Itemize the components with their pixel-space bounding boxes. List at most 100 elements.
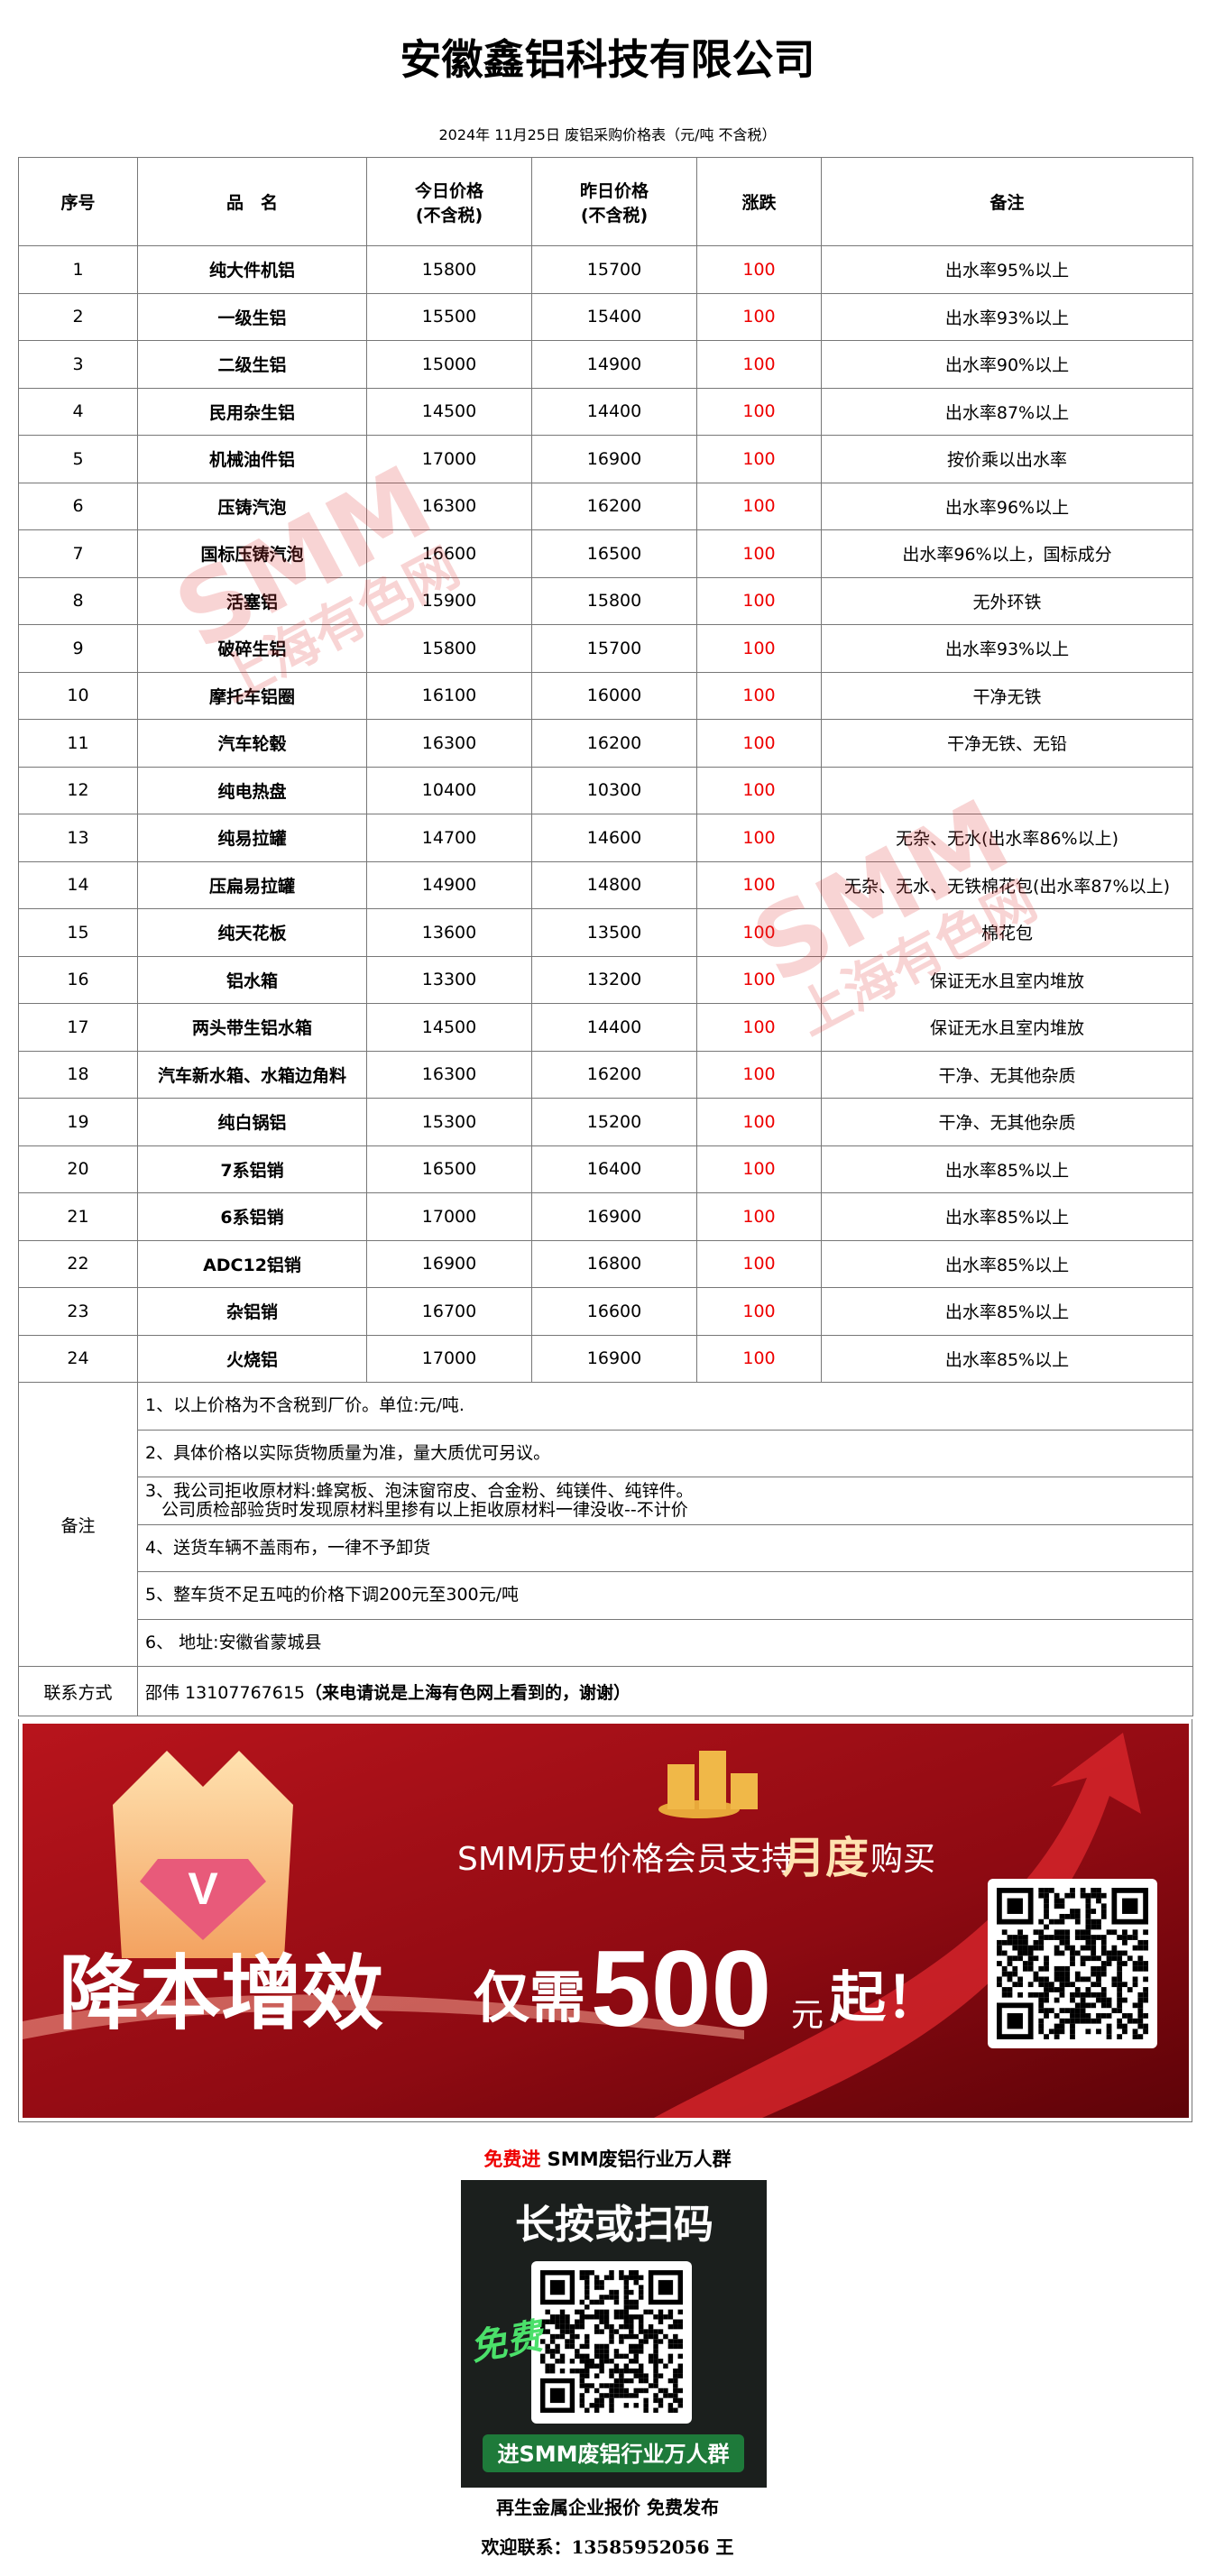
qr-module [633, 2359, 639, 2364]
qr-module [1100, 1909, 1107, 1914]
qr-module [638, 2275, 644, 2280]
qr-module [1054, 1971, 1060, 1977]
qr-module [1044, 1965, 1049, 1972]
qr-module [584, 2289, 590, 2295]
qr-module [599, 2403, 604, 2408]
qr-module [653, 2314, 658, 2320]
qr-module [1106, 2023, 1112, 2029]
qr-module [677, 2397, 683, 2404]
qr-module [1143, 1976, 1148, 1983]
group-title: 免费进 SMM废铝行业万人群 [0, 2145, 1215, 2172]
note-row: 5、整车货不足五吨的价格下调200元至300元/吨 [19, 1571, 1193, 1620]
qr-module [677, 2363, 683, 2369]
cell: 14900 [366, 860, 532, 909]
qr-module [1091, 1992, 1097, 1998]
header-text: 品 名 [226, 193, 278, 213]
cell: 9 [18, 624, 138, 673]
cell-value: 6 [72, 496, 84, 517]
qr-module [579, 2368, 585, 2374]
qr-module [677, 2319, 683, 2324]
qr-module [549, 2319, 556, 2324]
qr-module [559, 2333, 566, 2340]
cell: 火烧铝 [137, 1334, 367, 1383]
cell: 7 [18, 529, 138, 578]
qr-module [1100, 1913, 1107, 1919]
qr-module [623, 2363, 630, 2369]
qr-finder [549, 2279, 566, 2295]
qr-module [1137, 2018, 1144, 2024]
cell: 100 [696, 1003, 822, 1052]
cell: 4 [18, 387, 138, 436]
qr-module [1137, 1965, 1144, 1972]
product-name: 7系铝销 [220, 1160, 284, 1181]
cell-value: 100 [742, 1254, 776, 1274]
cell: 20 [18, 1145, 138, 1193]
cell-value: 17000 [421, 448, 477, 469]
qr-module [1048, 2008, 1054, 2014]
qr-module [545, 2329, 550, 2334]
product-name: 汽车新水箱、水箱边角料 [157, 1065, 346, 1086]
cell: 6 [18, 482, 138, 530]
cell-value: 13300 [421, 970, 477, 990]
cell-value: 100 [742, 1159, 776, 1180]
qr-module [1038, 1892, 1045, 1899]
qr-module [1085, 1935, 1091, 1940]
qr-module [603, 2295, 610, 2300]
qr-module [643, 2339, 649, 2344]
qr-module [997, 1950, 1002, 1956]
header-text: 备注 [989, 193, 1025, 213]
qr-module [613, 2309, 620, 2315]
cell: 100 [696, 1050, 822, 1099]
cell: 16200 [531, 719, 697, 768]
cell-value: 100 [742, 401, 776, 422]
qr-module [619, 2275, 624, 2280]
qr-module [673, 2339, 678, 2344]
cell-value: 15 [67, 922, 89, 943]
qr-module [663, 2363, 668, 2369]
qr-module [1027, 1992, 1034, 1998]
qr-module [619, 2373, 624, 2378]
remark: 出水率96%以上 [944, 497, 1070, 518]
qr-module [653, 2368, 658, 2374]
cell-value: 13600 [421, 922, 477, 943]
product-name: 纯大件机铝 [208, 261, 295, 281]
qr-module [545, 2368, 550, 2374]
cell: 17000 [366, 435, 532, 483]
qr-module [1091, 1924, 1097, 1930]
qr-module [603, 2314, 610, 2320]
cell: 干净、无其他杂质 [821, 1050, 1193, 1099]
qr-module [1017, 1950, 1023, 1956]
cell: 出水率85%以上 [821, 1287, 1193, 1336]
qr-module [1007, 1961, 1013, 1966]
cell-value: 16500 [586, 543, 642, 564]
banner-frame [18, 1719, 1192, 2122]
qr-module [1143, 1987, 1148, 1992]
qr-module [1038, 1929, 1045, 1936]
qr-module [633, 2279, 639, 2286]
qr-module [629, 2323, 634, 2330]
qr-module [1132, 1961, 1138, 1966]
qr-module [579, 2393, 585, 2398]
qr-module [1096, 1924, 1101, 1930]
qr-module [1132, 1929, 1138, 1936]
cell-value: 15800 [421, 638, 477, 658]
qr-module [1017, 1939, 1023, 1946]
qr-module [603, 2343, 610, 2350]
qr-module [1085, 1924, 1091, 1930]
qr-module [1059, 1971, 1065, 1977]
qr-module [1085, 2018, 1091, 2024]
qr-module [1027, 1955, 1034, 1962]
qr-module [555, 2333, 560, 2340]
qr-module [629, 2305, 634, 2310]
qr-module [619, 2333, 624, 2340]
qr-module [594, 2403, 600, 2408]
qr-module [1007, 1976, 1013, 1983]
cell: 一级生铝 [137, 292, 367, 341]
qr-module [603, 2353, 610, 2360]
data-row: 12 纯电热盘 10400 10300 100 [18, 766, 1193, 814]
qr-module [1070, 2023, 1075, 2029]
qr-module [638, 2368, 644, 2374]
cell: 100 [696, 908, 822, 957]
qr-module [1064, 1929, 1071, 1936]
cell: 棉花包 [821, 908, 1193, 957]
